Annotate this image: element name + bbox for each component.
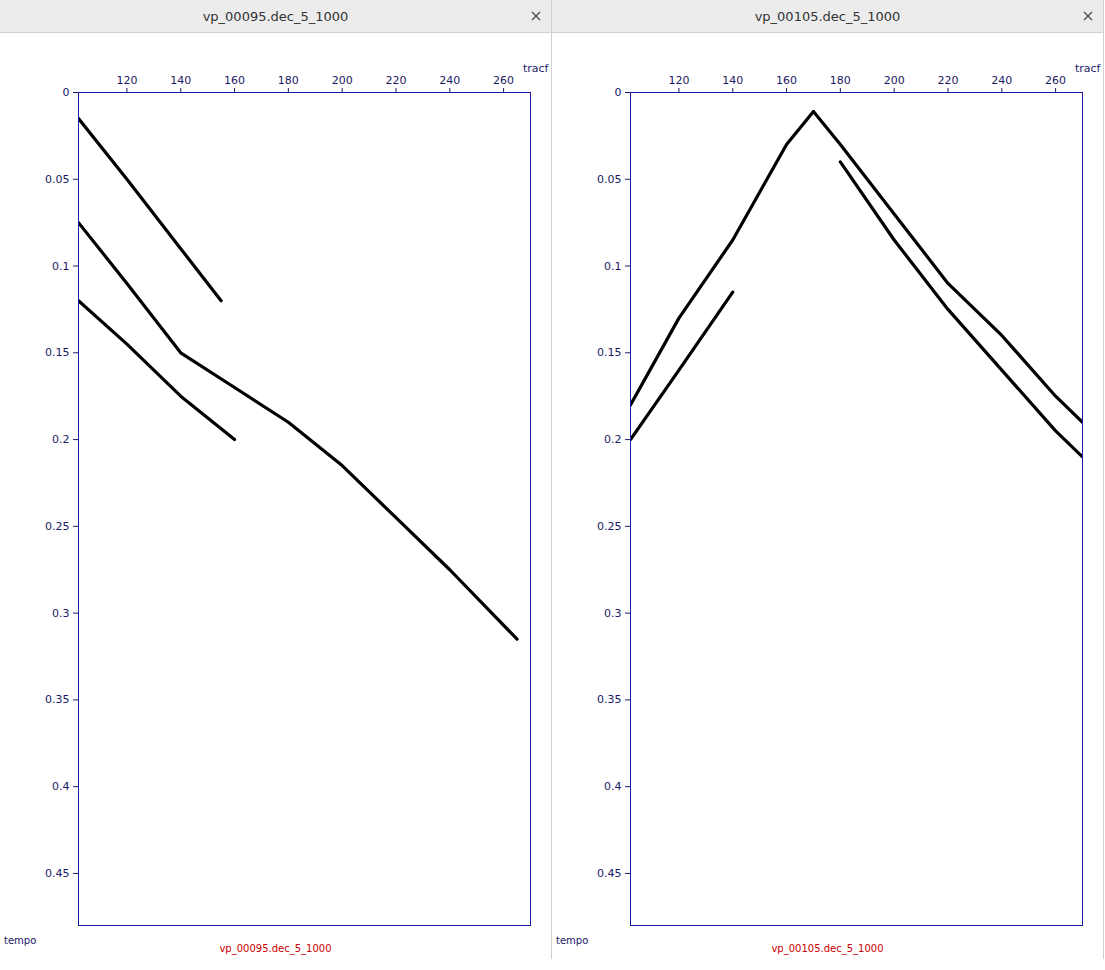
html-text:vp_00105.dec_5_1000: vp_00105.dec_5_1000 [771, 943, 884, 954]
svg-text:120: 120 [668, 74, 689, 87]
svg-text:0.15: 0.15 [597, 346, 622, 359]
svg-text:180: 180 [830, 74, 851, 87]
svg-text:180: 180 [278, 74, 299, 87]
html-text:vp_00105.dec_5_1000: vp_00105.dec_5_1000 [754, 8, 901, 24]
svg-text:tracf: tracf [523, 62, 550, 75]
svg-text:140: 140 [722, 74, 743, 87]
svg-text:0.4: 0.4 [604, 780, 622, 793]
svg-text:160: 160 [776, 74, 797, 87]
html-text:vp_00095.dec_5_1000: vp_00095.dec_5_1000 [219, 943, 332, 954]
svg-text:0.2: 0.2 [604, 433, 622, 446]
svg-text:140: 140 [170, 74, 191, 87]
svg-text:200: 200 [884, 74, 905, 87]
svg-text:0.3: 0.3 [604, 607, 622, 620]
svg-text:0.2: 0.2 [52, 433, 70, 446]
svg-text:200: 200 [332, 74, 353, 87]
svg-text:0.25: 0.25 [597, 520, 622, 533]
svg-text:0: 0 [63, 86, 70, 99]
html-text:tempo: tempo [556, 935, 589, 946]
svg-text:0.45: 0.45 [45, 867, 70, 880]
svg-text:0.05: 0.05 [597, 173, 622, 186]
svg-text:0.35: 0.35 [45, 693, 70, 706]
svg-text:120: 120 [116, 74, 137, 87]
svg-text:0.1: 0.1 [604, 260, 622, 273]
svg-text:240: 240 [439, 74, 460, 87]
svg-text:160: 160 [224, 74, 245, 87]
svg-text:tracf: tracf [1075, 62, 1102, 75]
svg-text:240: 240 [991, 74, 1012, 87]
svg-text:220: 220 [385, 74, 406, 87]
svg-text:0.25: 0.25 [45, 520, 70, 533]
svg-text:0.35: 0.35 [597, 693, 622, 706]
svg-text:0.4: 0.4 [52, 780, 70, 793]
svg-text:0.45: 0.45 [597, 867, 622, 880]
svg-text:0.1: 0.1 [52, 260, 70, 273]
svg-text:260: 260 [493, 74, 514, 87]
svg-text:0: 0 [615, 86, 622, 99]
svg-text:220: 220 [937, 74, 958, 87]
svg-text:260: 260 [1045, 74, 1066, 87]
html-text:vp_00095.dec_5_1000: vp_00095.dec_5_1000 [202, 8, 349, 24]
svg-text:0.15: 0.15 [45, 346, 70, 359]
svg-text:0.3: 0.3 [52, 607, 70, 620]
html-text:tempo: tempo [4, 935, 37, 946]
svg-text:0.05: 0.05 [45, 173, 70, 186]
